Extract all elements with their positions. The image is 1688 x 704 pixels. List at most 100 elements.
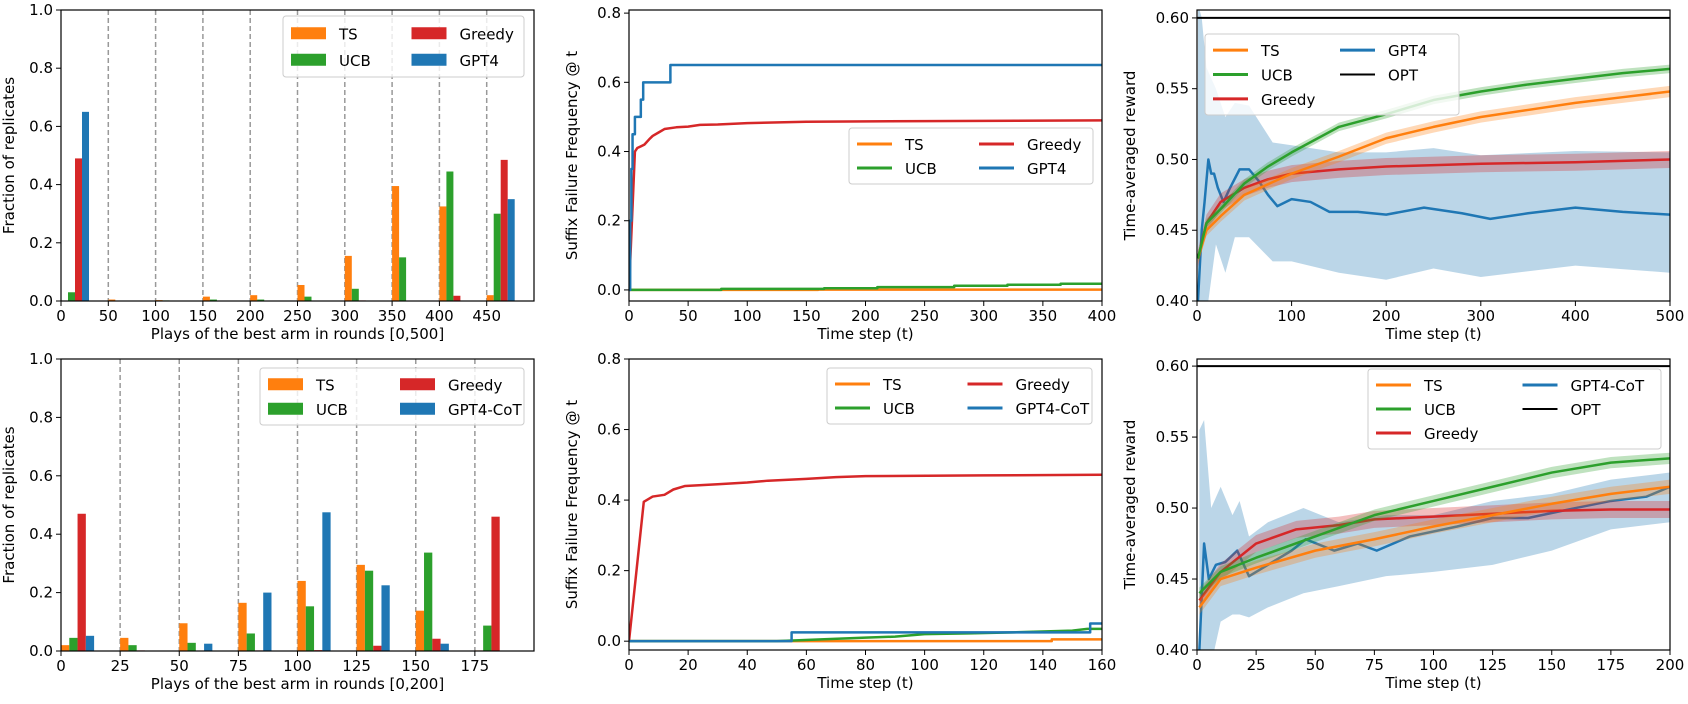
- x-tick-label: 150: [401, 657, 430, 675]
- bar-ts-150: [202, 296, 210, 301]
- x-tick-label: 0: [56, 307, 66, 325]
- x-tick-label: 80: [856, 656, 875, 674]
- line-gpt4: [1197, 158, 1670, 301]
- line-gpt4: [629, 63, 1102, 292]
- x-tick-label: 0: [56, 657, 66, 675]
- x-tick-label: 300: [1466, 307, 1495, 325]
- y-tick-label: 0.8: [29, 408, 53, 426]
- x-axis-label: Time step (t): [1384, 325, 1481, 343]
- bar-ts-300: [344, 255, 352, 301]
- y-tick-label: 0.4: [29, 525, 53, 543]
- line-ts: [1197, 90, 1670, 259]
- x-tick-label: 400: [1088, 307, 1117, 325]
- x-tick-label: 75: [1365, 656, 1384, 674]
- bar-ts-50: [179, 623, 188, 651]
- legend-label: GPT4-CoT: [1016, 400, 1090, 418]
- bar-ts-400: [439, 206, 447, 301]
- line-ucb: [629, 282, 1102, 292]
- bar-ucb-125: [364, 570, 374, 651]
- bar-ts-50: [108, 299, 116, 301]
- legend-swatch: [291, 27, 326, 40]
- legend-item-ucb: UCB: [1213, 67, 1293, 85]
- legend-item-opt: OPT: [1522, 401, 1601, 419]
- bar-greedy-150: [432, 638, 441, 651]
- legend: TS UCB Greedy GPT4 OPT: [1204, 33, 1460, 116]
- bar-gpt4-cot-0: [85, 635, 95, 651]
- legend: TS UCB Greedy GPT4: [848, 127, 1094, 185]
- x-tick-label: 100: [283, 657, 312, 675]
- x-axis-label: Time step (t): [1384, 674, 1481, 692]
- x-tick-label: 350: [1029, 307, 1058, 325]
- legend-item-ts: TS: [1213, 42, 1280, 60]
- legend-box: [282, 15, 525, 78]
- line-ucb: [1197, 67, 1670, 259]
- y-tick-label: 1.0: [29, 350, 53, 368]
- x-tick-label: 100: [141, 307, 170, 325]
- legend-item-ucb: UCB: [1376, 401, 1456, 419]
- bar-ucb-100: [305, 606, 315, 651]
- x-tick-label: 175: [1597, 656, 1626, 674]
- legend-label: GPT4: [1388, 42, 1427, 60]
- legend-label: Greedy: [1261, 91, 1315, 109]
- bar-ucb-150: [209, 299, 217, 301]
- legend-swatch: [291, 53, 326, 66]
- legend-label: Greedy: [1027, 136, 1081, 154]
- plot-area: [629, 473, 1102, 643]
- legend-label: TS: [315, 376, 335, 394]
- x-tick-label: 100: [733, 307, 762, 325]
- y-tick-label: 0.8: [597, 4, 621, 22]
- bar-ucb-300: [351, 288, 359, 301]
- y-tick-label: 0.8: [29, 59, 53, 77]
- bar-gpt4-cot-150: [440, 643, 449, 651]
- y-tick-label: 0.40: [1156, 641, 1189, 659]
- bar-ucb-0: [68, 292, 76, 301]
- legend-item-ucb: UCB: [857, 160, 937, 178]
- bar-gpt4-cot-100: [322, 512, 331, 651]
- legend: TS UCB Greedy GPT4: [282, 15, 525, 78]
- x-tick-label: 200: [851, 307, 880, 325]
- bar-ucb-350: [399, 257, 407, 301]
- legend-item-greedy: Greedy: [967, 376, 1070, 394]
- x-axis-label: Plays of the best arm in rounds [0,200]: [151, 675, 444, 693]
- x-tick-label: 300: [969, 307, 998, 325]
- y-tick-label: 0.2: [29, 584, 53, 602]
- y-axis-label: Fraction of replicates: [0, 77, 18, 234]
- y-tick-label: 0.6: [29, 467, 53, 485]
- axes-frame: [1196, 9, 1671, 302]
- bar-ts-250: [297, 284, 305, 301]
- bar-greedy-450: [500, 159, 508, 301]
- legend-item-ucb: UCB: [835, 400, 915, 418]
- line-greedy: [629, 473, 1102, 642]
- legend-box: [1204, 33, 1460, 116]
- x-tick-label: 50: [1306, 656, 1325, 674]
- legend: TS UCB Greedy GPT4-CoT: [259, 367, 525, 426]
- plot-area: [1197, 365, 1670, 650]
- bar-greedy-175: [491, 516, 500, 651]
- bar-ts-200: [250, 295, 258, 301]
- legend-item-ucb: UCB: [291, 52, 371, 70]
- legend-swatch: [411, 53, 447, 66]
- bar-greedy-0: [75, 158, 83, 301]
- x-tick-label: 250: [910, 307, 939, 325]
- legend-label: TS: [1423, 377, 1443, 395]
- legend-item-greedy: Greedy: [979, 136, 1081, 154]
- bar-gpt4-cot-125: [381, 585, 390, 651]
- x-axis-label: Plays of the best arm in rounds [0,500]: [151, 325, 444, 343]
- legend-item-ts: TS: [268, 376, 335, 394]
- bar-ts-0: [61, 645, 70, 651]
- legend-item-opt: OPT: [1340, 67, 1419, 85]
- y-tick-label: 0.60: [1156, 9, 1189, 27]
- y-tick-label: 0.0: [597, 281, 621, 299]
- x-tick-label: 300: [330, 307, 359, 325]
- x-tick-label: 175: [461, 657, 490, 675]
- y-tick-label: 0.0: [597, 632, 621, 650]
- legend-label: UCB: [339, 52, 371, 70]
- bar-ucb-0: [69, 637, 78, 651]
- legend-item-greedy: Greedy: [411, 25, 514, 43]
- x-tick-label: 160: [1088, 656, 1117, 674]
- legend-label: TS: [882, 376, 902, 394]
- legend-box: [826, 367, 1093, 425]
- x-tick-label: 500: [1656, 307, 1685, 325]
- x-tick-label: 0: [624, 307, 634, 325]
- legend-label: Greedy: [460, 25, 514, 43]
